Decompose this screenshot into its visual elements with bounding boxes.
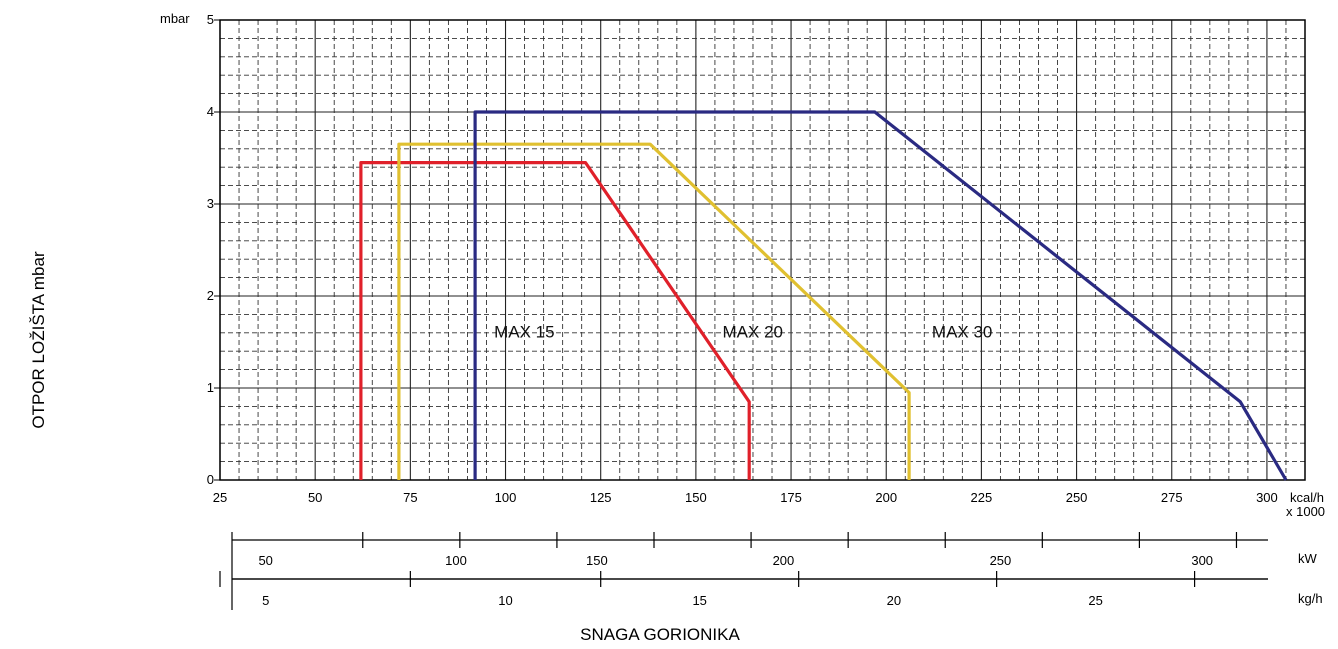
x-axis-title: SNAGA GORIONIKA <box>580 625 740 644</box>
secondary-axis-unit: kW <box>1298 551 1318 566</box>
y-tick-label: 5 <box>207 12 214 27</box>
series-label-max-30: MAX 30 <box>932 322 992 341</box>
y-axis-title: OTPOR LOŽIŠTA mbar <box>29 251 48 429</box>
x-unit-label: kcal/h <box>1290 490 1324 505</box>
secondary-axis-tick-label: 200 <box>773 553 795 568</box>
series-group <box>359 110 1288 481</box>
plot-frame <box>219 19 1306 481</box>
secondary-axis-tick-label: 15 <box>692 593 706 608</box>
y-tick-label: 1 <box>207 380 214 395</box>
y-tick-labels: 0 1 2 3 4 5 <box>207 12 220 487</box>
secondary-axis-tick-label: 10 <box>498 593 512 608</box>
y-tick-label: 4 <box>207 104 214 119</box>
series-label-max-15: MAX 15 <box>494 322 554 341</box>
secondary-axis-kgh: 5 10 15 20 25 kg/h <box>219 571 1323 610</box>
x-unit-multiplier: x 1000 <box>1286 504 1325 519</box>
secondary-axis-tick-label: 25 <box>1088 593 1102 608</box>
x-tick-label: 275 <box>1161 490 1183 505</box>
y-tick-label: 3 <box>207 196 214 211</box>
secondary-axis-tick-label: 150 <box>586 553 608 568</box>
secondary-axis-tick-label: 250 <box>990 553 1012 568</box>
chart-grid <box>219 19 1306 481</box>
secondary-axis-tick-label: 5 <box>262 593 269 608</box>
secondary-axis-unit: kg/h <box>1298 591 1323 606</box>
x-tick-label: 125 <box>590 490 612 505</box>
series-line-max-20 <box>397 142 911 480</box>
secondary-axis-tick-label: 100 <box>445 553 467 568</box>
y-unit-label: mbar <box>160 11 190 26</box>
secondary-axis-tick-label: 300 <box>1191 553 1213 568</box>
x-tick-label: 225 <box>971 490 993 505</box>
x-tick-label: 25 <box>213 490 227 505</box>
x-tick-label: 150 <box>685 490 707 505</box>
series-labels: MAX 15 MAX 20 MAX 30 <box>494 322 992 341</box>
x-tick-labels: 25 50 75 100 125 150 175 200 225 250 275 300 <box>213 490 1278 505</box>
x-tick-label: 200 <box>875 490 897 505</box>
x-tick-label: 300 <box>1256 490 1278 505</box>
y-tick-label: 2 <box>207 288 214 303</box>
x-tick-label: 75 <box>403 490 417 505</box>
y-tick-label: 0 <box>207 472 214 487</box>
series-line-max-15 <box>359 161 751 480</box>
x-tick-label: 100 <box>495 490 517 505</box>
secondary-axis-tick-label: 50 <box>258 553 272 568</box>
x-tick-label: 50 <box>308 490 322 505</box>
series-label-max-20: MAX 20 <box>723 322 783 341</box>
secondary-axis-kw: 50 100 150 200 250 300 kW <box>231 532 1318 571</box>
secondary-axis-tick-label: 20 <box>887 593 901 608</box>
x-tick-label: 250 <box>1066 490 1088 505</box>
x-tick-label: 175 <box>780 490 802 505</box>
series-line-max-30 <box>473 110 1288 481</box>
